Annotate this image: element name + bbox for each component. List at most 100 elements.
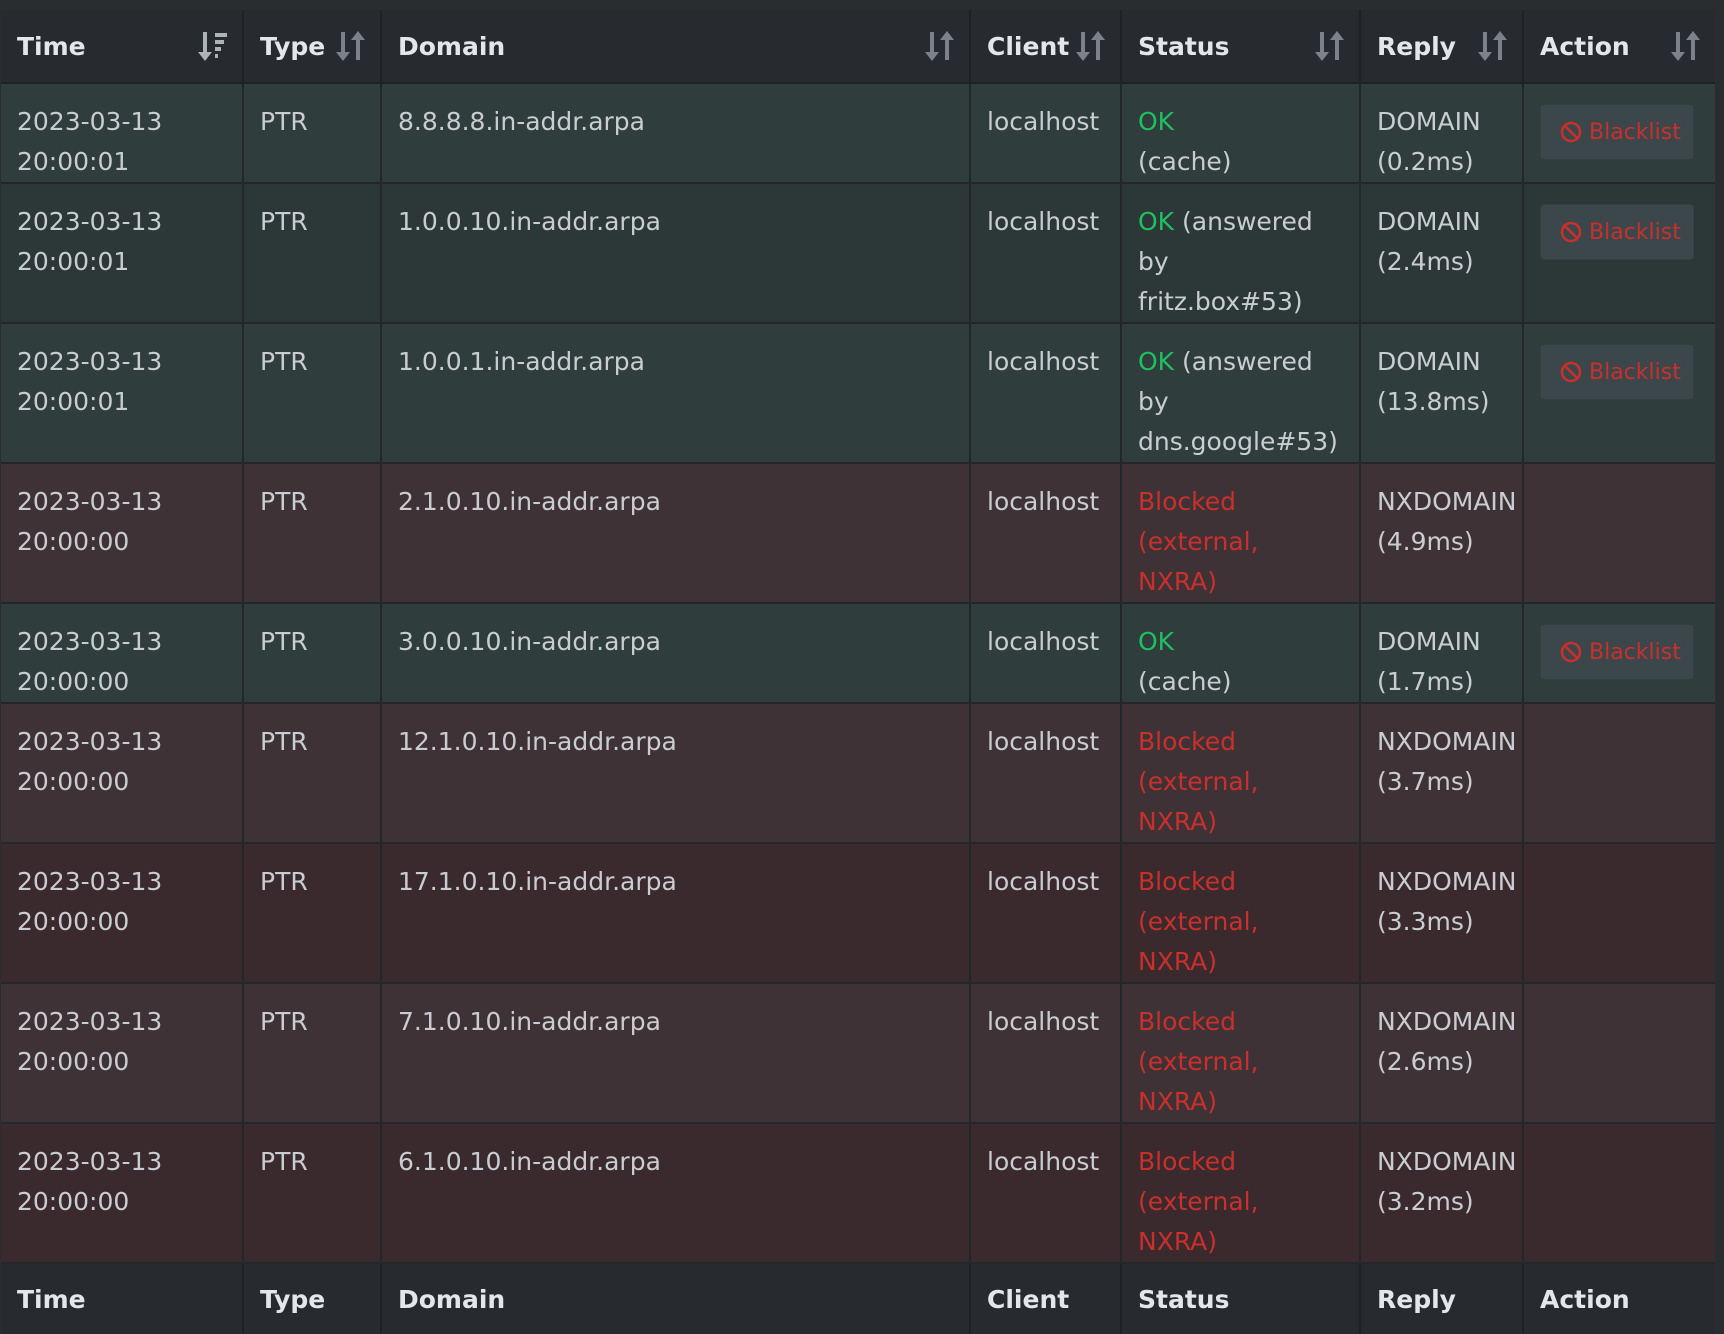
query-time: 20:00:00: [17, 667, 130, 696]
blacklist-button[interactable]: Blacklist: [1540, 104, 1694, 160]
query-date: 2023-03-13: [17, 487, 163, 516]
action-cell: Blacklist: [1523, 183, 1715, 324]
type-cell: PTR: [243, 183, 382, 324]
blacklist-button[interactable]: Blacklist: [1540, 624, 1694, 680]
status-label: Blocked: [1138, 487, 1236, 516]
query-log-panel: Time Type Domain Client Status Reply Act…: [1, 10, 1715, 1334]
table-row: 2023-03-13 20:00:01 PTR 1.0.0.1.in-addr.arp…: [1, 323, 1715, 464]
column-header-client[interactable]: Client: [970, 10, 1122, 84]
status-label: OK: [1138, 627, 1175, 656]
ban-icon: [1559, 120, 1583, 144]
query-time: 20:00:01: [17, 387, 130, 416]
reply-time: (0.2ms): [1377, 147, 1474, 176]
blacklist-label: Blacklist: [1589, 219, 1681, 245]
sort-icon[interactable]: [1478, 30, 1508, 62]
reply-type: NXDOMAIN: [1377, 487, 1517, 516]
status-cell: OK (cache): [1121, 83, 1361, 184]
query-time: 20:00:01: [17, 147, 130, 176]
status-label: OK: [1138, 207, 1175, 236]
reply-type: NXDOMAIN: [1377, 727, 1517, 756]
blacklist-label: Blacklist: [1589, 119, 1681, 145]
action-cell: [1523, 703, 1715, 844]
query-time: 20:00:00: [17, 907, 130, 936]
status-label: OK: [1138, 347, 1175, 376]
column-header-reply[interactable]: Reply: [1360, 10, 1524, 84]
action-cell: [1523, 843, 1715, 984]
ban-icon: [1559, 220, 1583, 244]
column-header-status[interactable]: Status: [1121, 10, 1361, 84]
table-row: 2023-03-13 20:00:00 PTR 3.0.0.10.in-addr.ar…: [1, 603, 1715, 704]
table-row: 2023-03-13 20:00:00 PTR 6.1.0.10.in-addr.ar…: [1, 1123, 1715, 1264]
column-header-domain[interactable]: Domain: [381, 10, 971, 84]
column-footer-status: Status: [1121, 1262, 1361, 1334]
action-cell: [1523, 983, 1715, 1124]
sort-amount-desc-icon[interactable]: [198, 30, 228, 62]
time-cell: 2023-03-13 20:00:01: [1, 83, 244, 184]
query-date: 2023-03-13: [17, 627, 163, 656]
blacklist-button[interactable]: Blacklist: [1540, 204, 1694, 260]
blacklist-button[interactable]: Blacklist: [1540, 344, 1694, 400]
action-cell: [1523, 1123, 1715, 1264]
client-cell: localhost: [970, 603, 1122, 704]
sort-icon[interactable]: [1076, 30, 1106, 62]
client-cell: localhost: [970, 983, 1122, 1124]
reply-time: (4.9ms): [1377, 527, 1474, 556]
column-header-time[interactable]: Time: [1, 10, 244, 84]
reply-type: DOMAIN: [1377, 207, 1481, 236]
table-row: 2023-03-13 20:00:00 PTR 12.1.0.10.in-addr.a…: [1, 703, 1715, 844]
sort-icon[interactable]: [925, 30, 955, 62]
action-cell: Blacklist: [1523, 83, 1715, 184]
client-cell: localhost: [970, 183, 1122, 324]
reply-time: (1.7ms): [1377, 667, 1474, 696]
status-cell: OK (answered by fritz.box#53): [1121, 183, 1361, 324]
status-detail-line2: (cache): [1138, 667, 1232, 696]
reply-time: (3.3ms): [1377, 907, 1474, 936]
query-date: 2023-03-13: [17, 107, 163, 136]
column-header-action[interactable]: Action: [1523, 10, 1715, 84]
reply-cell: NXDOMAIN (3.7ms): [1360, 703, 1524, 844]
column-header-label: Client: [987, 31, 1070, 61]
query-date: 2023-03-13: [17, 347, 163, 376]
reply-cell: DOMAIN (2.4ms): [1360, 183, 1524, 324]
query-log-table: Time Type Domain Client Status Reply Act…: [1, 10, 1715, 1334]
time-cell: 2023-03-13 20:00:00: [1, 843, 244, 984]
reply-time: (3.7ms): [1377, 767, 1474, 796]
type-cell: PTR: [243, 983, 382, 1124]
table-row: 2023-03-13 20:00:01 PTR 1.0.0.10.in-addr.ar…: [1, 183, 1715, 324]
domain-cell: 6.1.0.10.in-addr.arpa: [381, 1123, 971, 1264]
column-footer-action: Action: [1523, 1262, 1715, 1334]
status-detail-line2: (cache): [1138, 147, 1232, 176]
column-footer-time: Time: [1, 1262, 244, 1334]
reply-type: NXDOMAIN: [1377, 867, 1517, 896]
sort-icon[interactable]: [1315, 30, 1345, 62]
reply-cell: DOMAIN (0.2ms): [1360, 83, 1524, 184]
query-date: 2023-03-13: [17, 727, 163, 756]
status-detail-line2: (external, NXRA): [1138, 1047, 1259, 1116]
query-time: 20:00:00: [17, 1047, 130, 1076]
ban-icon: [1559, 640, 1583, 664]
ban-icon: [1559, 360, 1583, 384]
column-header-type[interactable]: Type: [243, 10, 382, 84]
time-cell: 2023-03-13 20:00:00: [1, 1123, 244, 1264]
query-date: 2023-03-13: [17, 207, 163, 236]
time-cell: 2023-03-13 20:00:00: [1, 983, 244, 1124]
sort-icon[interactable]: [1671, 30, 1701, 62]
reply-time: (2.6ms): [1377, 1047, 1474, 1076]
client-cell: localhost: [970, 703, 1122, 844]
status-detail: (answered by: [1138, 207, 1313, 276]
sort-icon[interactable]: [336, 30, 366, 62]
reply-type: NXDOMAIN: [1377, 1147, 1517, 1176]
blacklist-label: Blacklist: [1589, 359, 1681, 385]
status-detail-line2: dns.google#53): [1138, 427, 1338, 456]
client-cell: localhost: [970, 83, 1122, 184]
domain-cell: 2.1.0.10.in-addr.arpa: [381, 463, 971, 604]
client-cell: localhost: [970, 1123, 1122, 1264]
client-cell: localhost: [970, 463, 1122, 604]
status-detail-line2: (external, NXRA): [1138, 767, 1259, 836]
domain-cell: 17.1.0.10.in-addr.arpa: [381, 843, 971, 984]
domain-cell: 8.8.8.8.in-addr.arpa: [381, 83, 971, 184]
status-label: OK: [1138, 107, 1175, 136]
domain-cell: 12.1.0.10.in-addr.arpa: [381, 703, 971, 844]
domain-cell: 3.0.0.10.in-addr.arpa: [381, 603, 971, 704]
time-cell: 2023-03-13 20:00:00: [1, 603, 244, 704]
